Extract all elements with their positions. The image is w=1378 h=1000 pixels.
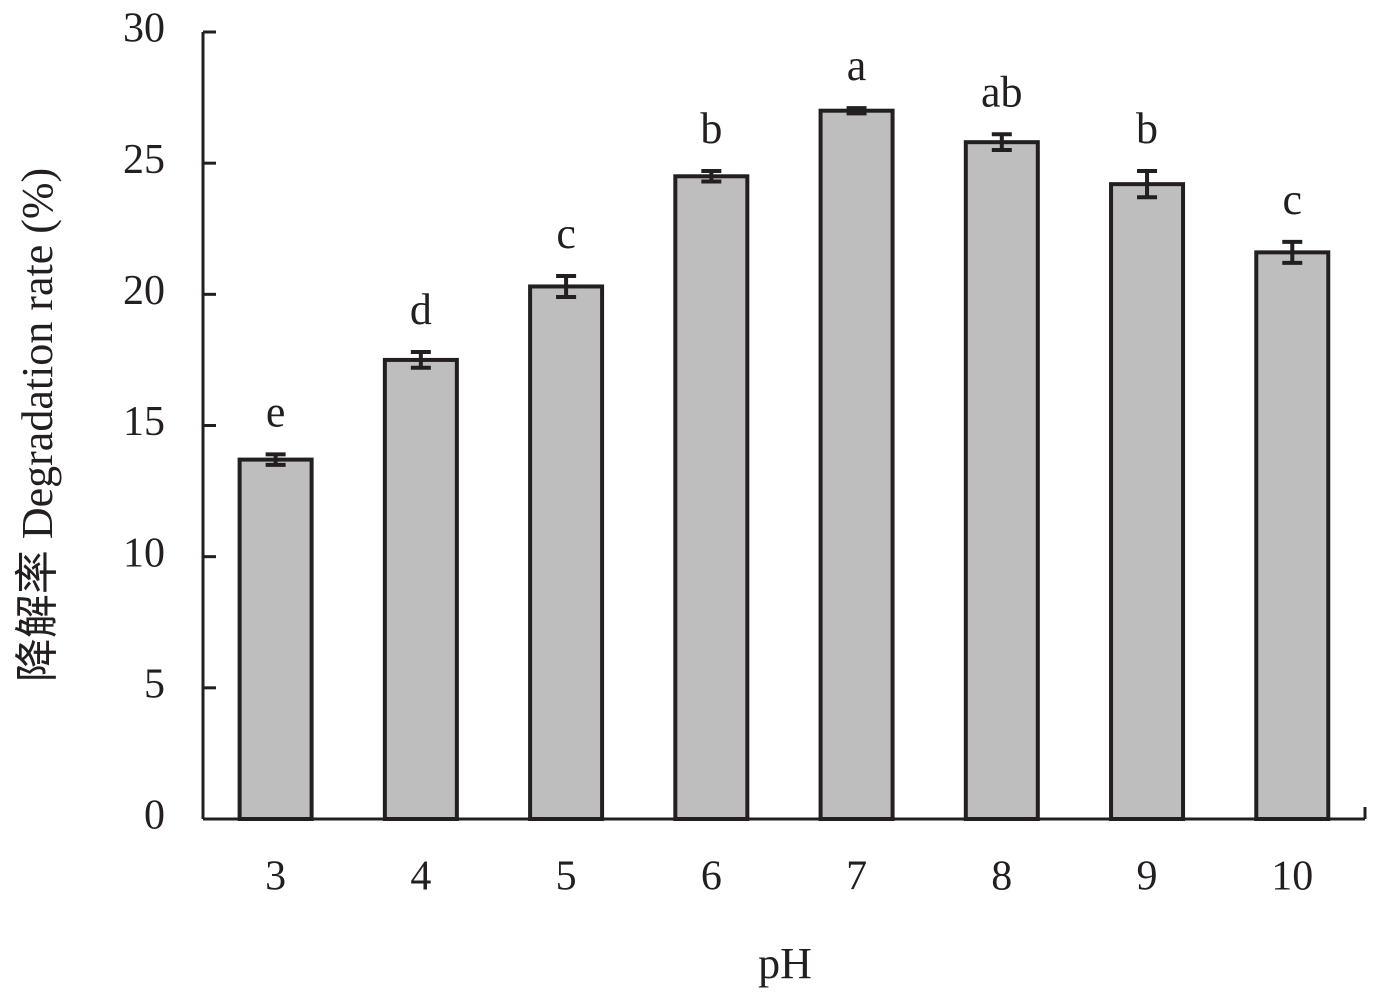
x-tick-label: 7	[846, 854, 867, 900]
y-tick-label: 20	[123, 268, 165, 314]
error-bar	[846, 106, 867, 116]
x-tick-label: 9	[1137, 854, 1158, 900]
bar	[1254, 250, 1331, 822]
x-tick-label: 3	[265, 854, 286, 900]
y-tick-label: 25	[123, 137, 165, 183]
x-tick-label: 8	[991, 854, 1012, 900]
y-axis-label: 降解率 Degradation rate (%)	[13, 168, 62, 682]
x-axis-label: pH	[758, 939, 812, 988]
x-tick-label: 5	[556, 854, 577, 900]
error-bar	[701, 169, 722, 184]
significance-label: b	[1136, 104, 1158, 153]
bar	[963, 140, 1040, 821]
error-bar	[991, 132, 1012, 153]
x-tick-label: 10	[1271, 854, 1313, 900]
significance-label: b	[700, 104, 722, 153]
error-bar	[1137, 169, 1158, 200]
significance-label: c	[556, 209, 576, 258]
error-bar	[410, 350, 431, 370]
bar	[382, 357, 459, 821]
bar	[1109, 182, 1186, 822]
significance-label: e	[266, 387, 286, 436]
error-bar	[1282, 239, 1303, 265]
bar	[528, 284, 605, 822]
x-tick-label: 6	[701, 854, 722, 900]
significance-label: a	[847, 41, 867, 90]
y-tick-label: 30	[123, 6, 165, 52]
significance-label: ab	[981, 67, 1023, 116]
error-bar	[265, 452, 286, 467]
y-tick-label: 15	[123, 399, 165, 445]
x-tick-label: 4	[410, 854, 431, 900]
significance-label: d	[410, 285, 432, 334]
bar	[237, 457, 314, 821]
y-tick-label: 0	[144, 793, 165, 839]
bar	[673, 174, 750, 822]
y-tick-label: 5	[144, 661, 165, 707]
error-bar	[556, 273, 577, 299]
y-tick-label: 10	[123, 530, 165, 576]
significance-label: c	[1283, 175, 1303, 224]
bar	[818, 108, 895, 821]
